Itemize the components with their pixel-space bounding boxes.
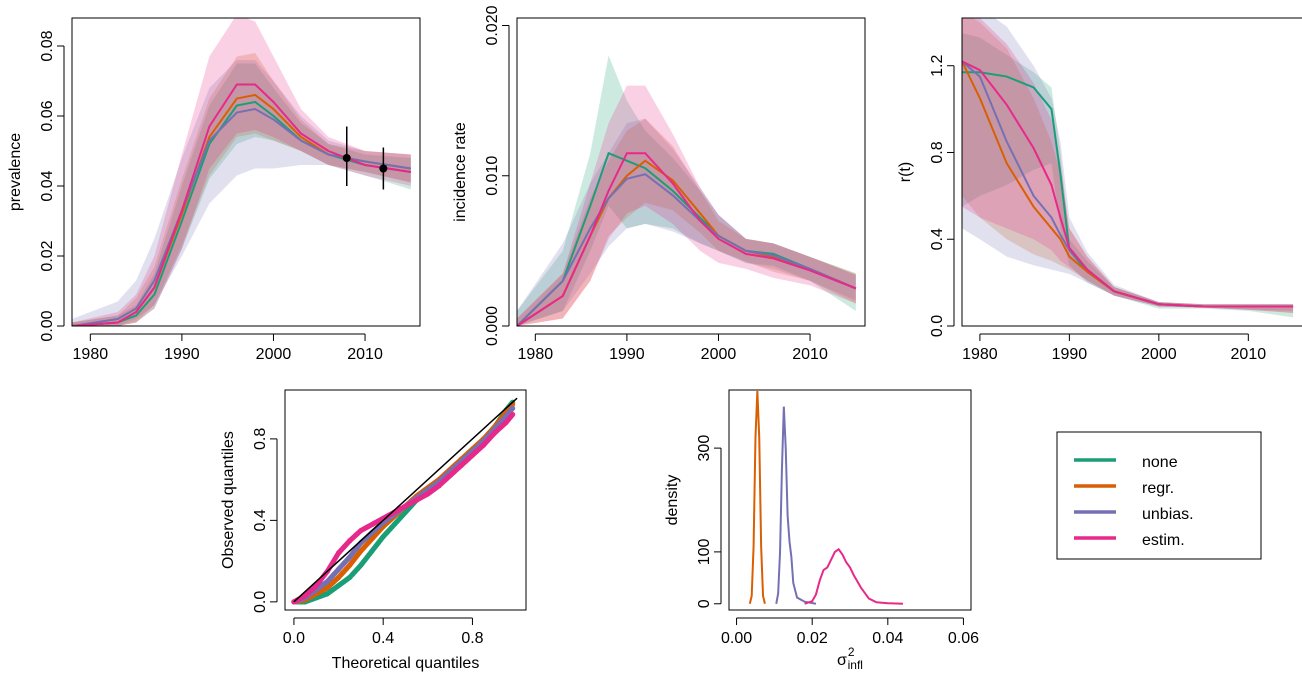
series-line-estim <box>517 152 857 326</box>
band-none <box>72 63 411 326</box>
density-line-estim <box>804 547 903 605</box>
series-line-estim <box>962 60 1294 308</box>
rt-panel: 1980 1990 2000 2010 0.0 0.4 0.8 1.2 r(t) <box>897 17 1302 363</box>
y-tick-label: 0.4 <box>929 228 946 250</box>
plot-area <box>291 397 518 605</box>
band-regr <box>72 53 411 326</box>
plot-frame <box>961 17 1302 327</box>
x-tick-label: 2010 <box>347 346 383 363</box>
x-tick-label: 1990 <box>609 346 645 363</box>
y-axis-title: density <box>664 475 681 526</box>
x-tick-label: 0.04 <box>872 630 903 647</box>
y-tick-label: 0.0 <box>929 315 946 337</box>
reference-line <box>293 397 518 603</box>
density-line-regr <box>748 390 766 605</box>
y-axis-title: incidence rate <box>452 122 469 222</box>
plot-frame <box>516 17 866 327</box>
series-line-estim <box>72 83 411 326</box>
y-axis-title: prevalence <box>7 133 24 211</box>
plot-area <box>72 18 411 326</box>
qq-panel: 0.0 0.4 0.8 0.0 0.4 0.8 Observed quantiles Theo… <box>220 389 527 672</box>
band-unbias <box>72 60 411 326</box>
x-tick-label: 2000 <box>1141 346 1177 363</box>
series-line-none <box>517 151 857 326</box>
y-tick-label: 0 <box>696 599 713 608</box>
series-line-unbias <box>517 173 857 326</box>
y-axis-title: r(t) <box>897 162 914 182</box>
prevalence-panel: 1980 1990 2000 2010 0.00 0.02 0.04 0.06 0.08 prev… <box>7 17 421 363</box>
y-tick-label: 0.08 <box>39 30 56 61</box>
x-tick-label: 2000 <box>256 346 292 363</box>
y-tick-label: 0.02 <box>39 240 56 271</box>
density-panel: 0.00 0.02 0.04 0.06 0 100 300 density σ2 infl <box>664 389 979 672</box>
density-line-unbias <box>775 406 817 605</box>
y-axis-title: Observed quantiles <box>220 431 237 569</box>
plot-frame <box>71 17 421 327</box>
y-tick-label: 0.0 <box>252 591 269 613</box>
y-tick-label: 0.000 <box>484 306 501 346</box>
x-tick-label: 1980 <box>518 346 554 363</box>
x-tick-label: 1990 <box>1052 346 1088 363</box>
x-tick-label: 1980 <box>73 346 109 363</box>
y-tick-label: 0.06 <box>39 100 56 131</box>
x-tick-label: 0.02 <box>797 630 828 647</box>
observation-point <box>379 164 388 173</box>
y-tick-label: 0.010 <box>484 156 501 196</box>
plot-area <box>517 55 857 326</box>
incidence-panel: 1980 1990 2000 2010 0.000 0.010 0.020 incidence… <box>452 5 866 363</box>
y-tick-label: 0.04 <box>39 170 56 201</box>
x-tick-label: 1980 <box>962 346 998 363</box>
x-tick-label: 0.8 <box>461 630 483 647</box>
x-tick-label: 0.0 <box>283 630 305 647</box>
x-tick-label: 0.06 <box>948 630 979 647</box>
x-tick-label: 2010 <box>792 346 828 363</box>
x-axis-title: Theoretical quantiles <box>332 655 480 672</box>
qq-series-estim <box>291 411 516 605</box>
x-axis-title: σ2 infl <box>837 645 863 672</box>
plot-area <box>748 390 903 605</box>
legend-label-regr: regr. <box>1142 480 1174 497</box>
band-estim <box>517 85 856 326</box>
qq-point <box>510 411 516 418</box>
plot-frame <box>284 389 527 611</box>
band-none <box>962 33 1294 318</box>
band-regr <box>962 18 1294 313</box>
y-tick-label: 0.8 <box>252 428 269 450</box>
y-tick-label: 0.8 <box>929 141 946 163</box>
series-line-unbias <box>72 107 411 326</box>
qq-point <box>510 405 516 411</box>
y-tick-label: 1.2 <box>929 54 946 76</box>
x-tick-label: 2010 <box>1231 346 1267 363</box>
x-tick-label: 1990 <box>164 346 200 363</box>
y-tick-label: 0.00 <box>39 310 56 341</box>
band-estim <box>72 18 411 326</box>
legend-label-unbias: unbias. <box>1142 506 1194 523</box>
x-tick-label: 0.4 <box>372 630 394 647</box>
legend-label-none: none <box>1142 454 1178 471</box>
x-tick-label: 2000 <box>701 346 737 363</box>
legend: none regr. unbias. estim. <box>1056 431 1262 560</box>
band-unbias <box>962 18 1294 311</box>
band-estim <box>962 18 1294 313</box>
x-tick-label: 0.00 <box>721 630 752 647</box>
y-tick-label: 0.020 <box>484 5 501 45</box>
plot-area <box>962 18 1294 318</box>
y-tick-label: 300 <box>696 435 713 462</box>
y-tick-label: 0.4 <box>252 509 269 531</box>
plot-frame <box>728 389 972 611</box>
y-tick-label: 100 <box>696 538 713 565</box>
legend-label-estim: estim. <box>1142 532 1185 549</box>
observation-point <box>342 154 351 162</box>
